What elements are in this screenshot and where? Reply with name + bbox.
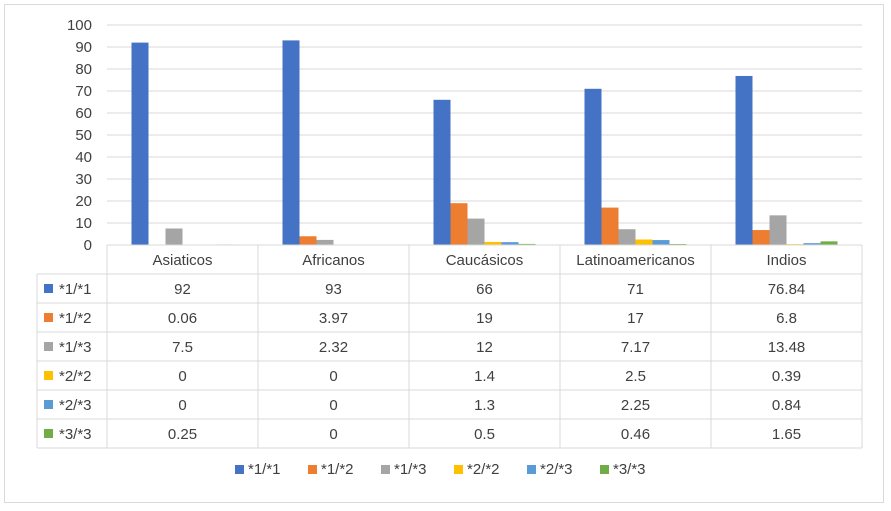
table-legend-key xyxy=(44,400,53,409)
table-cell-value: 0 xyxy=(329,368,337,385)
table-cell-value: 0.25 xyxy=(168,426,197,443)
bar-13-1 xyxy=(316,239,334,245)
y-tick-label: 100 xyxy=(67,17,92,34)
legend-key xyxy=(381,465,390,474)
table-cell-value: 0 xyxy=(329,426,337,443)
table-cell-value: 76.84 xyxy=(768,281,806,298)
table-legend-key xyxy=(44,371,53,380)
legend-key xyxy=(527,465,536,474)
y-tick-label: 40 xyxy=(75,149,92,166)
table-series-name: *1/*2 xyxy=(59,310,92,327)
table-series-name: *2/*2 xyxy=(59,368,92,385)
bar-33-3 xyxy=(669,243,687,245)
table-cell-value: 0 xyxy=(178,368,186,385)
legend-label: *3/*3 xyxy=(613,461,646,478)
table-cell-value: 19 xyxy=(476,310,493,327)
bar-11-1 xyxy=(282,40,300,246)
table-cell-value: 1.4 xyxy=(474,368,495,385)
y-tick-label: 80 xyxy=(75,61,92,78)
bar-12-2 xyxy=(450,203,468,245)
bar-11-3 xyxy=(584,88,602,245)
bar-11-4 xyxy=(735,75,753,246)
table-cell-value: 2.5 xyxy=(625,368,646,385)
bar-11-2 xyxy=(433,99,451,245)
legend-label: *1/*1 xyxy=(248,461,281,478)
bar-12-3 xyxy=(601,207,619,245)
bar-23-3 xyxy=(652,240,670,245)
y-tick-label: 90 xyxy=(75,39,92,56)
y-tick-label: 70 xyxy=(75,83,92,100)
table-cell-value: 0 xyxy=(329,397,337,414)
table-cell-value: 71 xyxy=(627,281,644,298)
table-cell-value: 0 xyxy=(178,397,186,414)
bar-22-2 xyxy=(484,241,502,245)
bar-13-0 xyxy=(165,228,183,245)
table-cell-value: 0.39 xyxy=(772,368,801,385)
bar-11-0 xyxy=(131,42,149,245)
y-tick-label: 0 xyxy=(84,237,92,254)
table-series-name: *1/*3 xyxy=(59,339,92,356)
table-cell-value: 1.3 xyxy=(474,397,495,414)
table-legend-key xyxy=(44,284,53,293)
table-cell-value: 7.5 xyxy=(172,339,193,356)
table-series-name: *2/*3 xyxy=(59,397,92,414)
table-cell-value: 0.46 xyxy=(621,426,650,443)
category-label: Caucásicos xyxy=(446,252,524,269)
table-cell-value: 12 xyxy=(476,339,493,356)
y-tick-label: 30 xyxy=(75,171,92,188)
category-label: Africanos xyxy=(302,252,365,269)
bar-13-3 xyxy=(618,229,636,245)
table-series-name: *1/*1 xyxy=(59,281,92,298)
table-cell-value: 93 xyxy=(325,281,342,298)
table-cell-value: 66 xyxy=(476,281,493,298)
table-cell-value: 0.84 xyxy=(772,397,801,414)
y-tick-label: 50 xyxy=(75,127,92,144)
bar-13-2 xyxy=(467,218,485,245)
table-cell-value: 17 xyxy=(627,310,644,327)
bar-33-2 xyxy=(518,243,536,245)
legend-key xyxy=(308,465,317,474)
table-cell-value: 7.17 xyxy=(621,339,650,356)
table-cell-value: 2.32 xyxy=(319,339,348,356)
bar-12-1 xyxy=(299,236,317,245)
bar-22-3 xyxy=(635,239,653,245)
legend-key xyxy=(235,465,244,474)
table-cell-value: 3.97 xyxy=(319,310,348,327)
table-cell-value: 13.48 xyxy=(768,339,806,356)
y-tick-label: 60 xyxy=(75,105,92,122)
y-tick-label: 10 xyxy=(75,215,92,232)
bar-12-4 xyxy=(752,230,770,245)
category-label: Indios xyxy=(766,252,806,269)
table-cell-value: 0.06 xyxy=(168,310,197,327)
table-legend-key xyxy=(44,429,53,438)
table-cell-value: 92 xyxy=(174,281,191,298)
table-cell-value: 0.5 xyxy=(474,426,495,443)
legend-label: *2/*3 xyxy=(540,461,573,478)
category-label: Latinoamericanos xyxy=(576,252,694,269)
legend-label: *2/*2 xyxy=(467,461,500,478)
bar-33-4 xyxy=(820,241,838,245)
bar-23-2 xyxy=(501,242,519,245)
table-cell-value: 2.25 xyxy=(621,397,650,414)
table-cell-value: 6.8 xyxy=(776,310,797,327)
legend-label: *1/*3 xyxy=(394,461,427,478)
table-cell-value: 1.65 xyxy=(772,426,801,443)
bar-13-4 xyxy=(769,215,787,245)
table-legend-key xyxy=(44,313,53,322)
y-tick-label: 20 xyxy=(75,193,92,210)
legend-key xyxy=(454,465,463,474)
legend-label: *1/*2 xyxy=(321,461,354,478)
table-legend-key xyxy=(44,342,53,351)
category-label: Asiaticos xyxy=(152,252,212,269)
table-series-name: *3/*3 xyxy=(59,426,92,443)
bar-23-4 xyxy=(803,243,821,245)
legend-key xyxy=(600,465,609,474)
